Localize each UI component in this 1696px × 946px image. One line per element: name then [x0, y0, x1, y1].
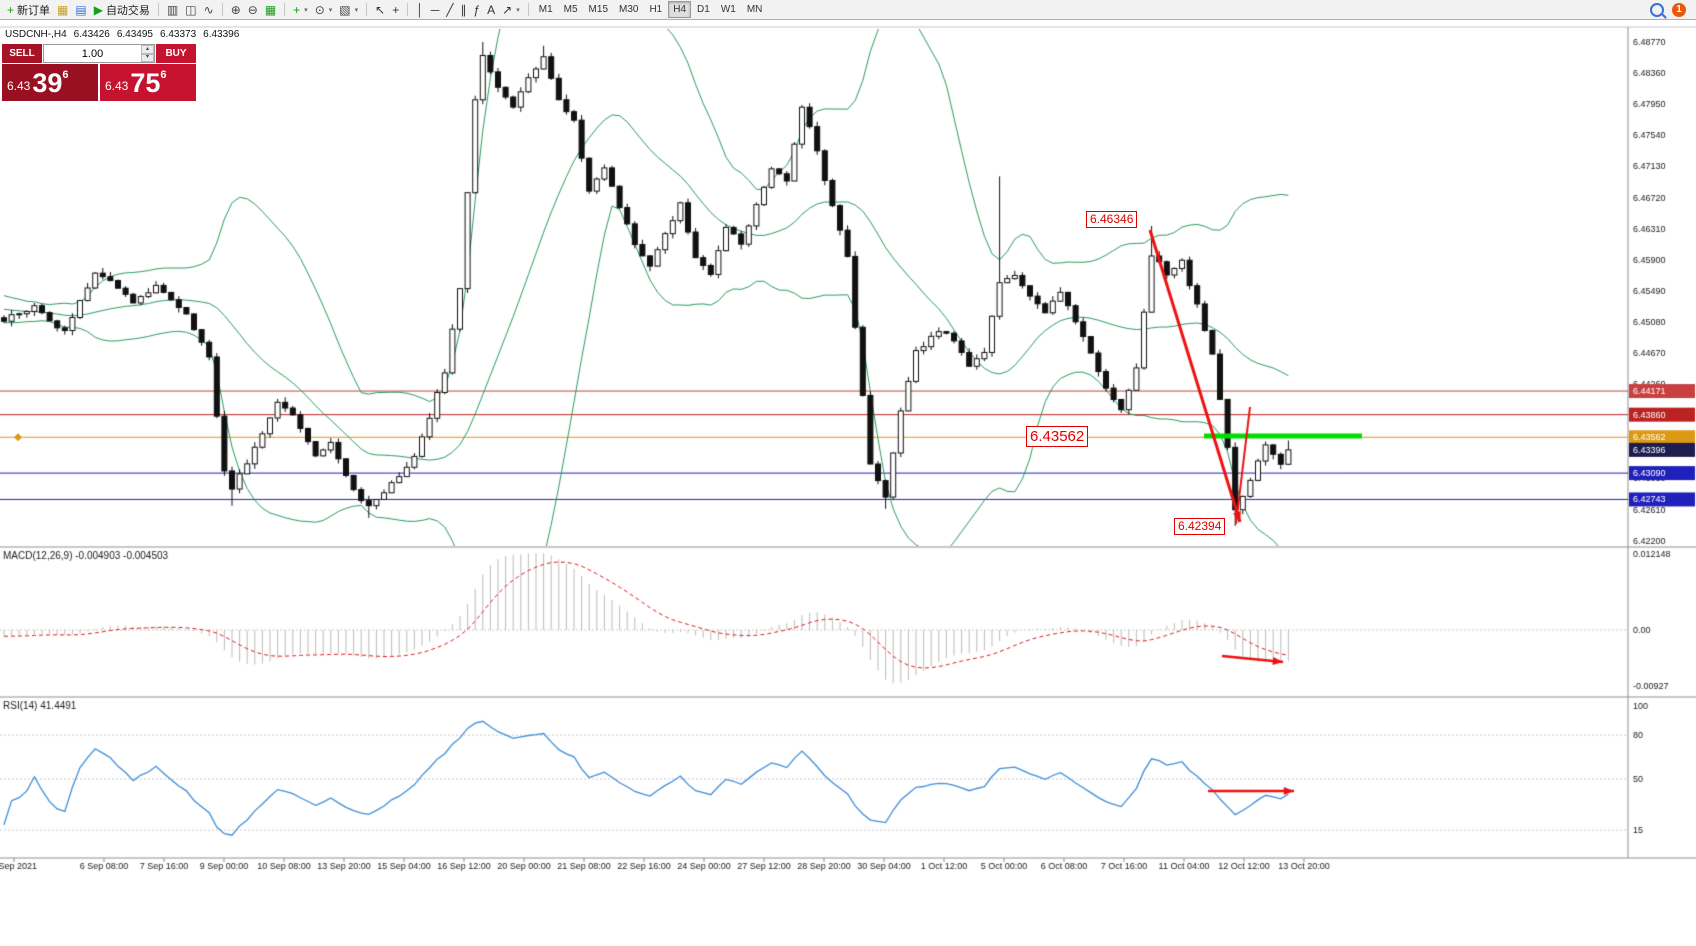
new-order-button-label: 新订单 — [17, 4, 51, 17]
periods-icon[interactable]: ⊙ ▾ — [312, 1, 336, 18]
auto-trading-button: ▶ — [93, 2, 103, 17]
charts-icon: ▦ — [57, 2, 69, 17]
auto-trading-button[interactable]: ▶ 自动交易 — [91, 1, 153, 18]
text-icon: A — [487, 2, 496, 17]
crosshair-icon: + — [392, 2, 400, 17]
chart-candles-icon[interactable]: ◫ — [182, 1, 199, 18]
close-value: 6.43396 — [203, 29, 240, 40]
vertical-line-icon[interactable]: │ — [413, 1, 427, 18]
sell-price-display[interactable]: 6.43 39 6 — [2, 64, 98, 101]
crosshair-icon[interactable]: + — [389, 1, 402, 18]
volume-up-button[interactable]: ▴ — [141, 45, 154, 54]
volume-control: ▴ ▾ — [43, 44, 155, 63]
chart-line-icon: ∿ — [203, 2, 214, 17]
dropdown-caret-icon: ▾ — [354, 6, 359, 14]
indicators-add-icon: + — [293, 2, 301, 17]
timeframe-MN[interactable]: MN — [746, 4, 763, 15]
toolbar-separator — [221, 3, 223, 16]
symbol-period-label: USDCNH-,H4 — [5, 29, 67, 40]
toolbar: + 新订单 ▦ ▤ ▶ 自动交易 ▥ ◫ ∿ ⊕ ⊖ ▦ + ▾ ⊙ ▾ ▧ ▾ ↖ + │ ─ ╱ ∥ ƒ A ↗ ▾ M1 M5 M15… — [0, 0, 1696, 20]
annotation-high-price[interactable]: 6.46346 — [1086, 211, 1138, 228]
open-value: 6.43426 — [73, 29, 110, 40]
templates-icon[interactable]: ▧ ▾ — [336, 1, 361, 18]
timeframe-H1[interactable]: H1 — [649, 4, 663, 15]
zoom-in-icon[interactable]: ⊕ — [228, 1, 244, 18]
periods-icon: ⊙ — [314, 2, 325, 17]
dropdown-caret-icon: ▾ — [516, 6, 520, 14]
chart-ohlc-header: USDCNH-,H4 6.43426 6.43495 6.43373 6.433… — [5, 29, 239, 40]
new-order-button: + — [7, 2, 15, 17]
one-click-trading-panel: SELL ▴ ▾ BUY 6.43 39 6 6.43 75 6 — [2, 44, 196, 101]
notification-badge[interactable]: 1 — [1672, 2, 1686, 17]
market-watch-icon: ▤ — [75, 2, 87, 17]
tile-windows-icon[interactable]: ▦ — [262, 1, 279, 18]
timeframe-W1[interactable]: W1 — [720, 4, 736, 15]
new-order-button[interactable]: + 新订单 — [4, 1, 53, 18]
toolbar-separator — [157, 3, 159, 16]
chart-candles-icon: ◫ — [185, 2, 197, 17]
timeframe-M15[interactable]: M15 — [588, 4, 608, 15]
channel-icon: ∥ — [460, 2, 467, 17]
zoom-out-icon[interactable]: ⊖ — [245, 1, 261, 18]
buy-price-display[interactable]: 6.43 75 6 — [100, 64, 196, 101]
arrows-icon: ↗ — [502, 2, 513, 17]
cursor-icon: ↖ — [375, 2, 386, 17]
horizontal-line-icon: ─ — [430, 2, 440, 17]
arrows-icon[interactable]: ↗ ▾ — [499, 1, 523, 18]
volume-down-button[interactable]: ▾ — [141, 53, 154, 62]
channel-icon[interactable]: ∥ — [457, 1, 469, 18]
dropdown-caret-icon: ▾ — [328, 6, 333, 14]
cursor-icon[interactable]: ↖ — [372, 1, 388, 18]
trendline-icon[interactable]: ╱ — [443, 1, 456, 18]
fibonacci-icon[interactable]: ƒ — [470, 1, 483, 18]
zoom-out-icon: ⊖ — [247, 2, 258, 17]
toolbar-separator — [366, 3, 368, 16]
chart-line-icon[interactable]: ∿ — [201, 1, 217, 18]
dropdown-caret-icon: ▾ — [304, 6, 308, 14]
sell-button[interactable]: SELL — [2, 44, 42, 63]
templates-icon: ▧ — [339, 2, 351, 17]
toolbar-separator — [284, 3, 286, 16]
annotation-mid-price[interactable]: 6.43562 — [1026, 426, 1089, 447]
tile-windows-icon: ▦ — [264, 2, 277, 17]
indicators-add-icon[interactable]: + ▾ — [290, 1, 311, 18]
auto-trading-button-label: 自动交易 — [105, 4, 150, 17]
vertical-line-icon: │ — [416, 2, 424, 17]
volume-input[interactable] — [44, 45, 141, 62]
toolbar-separator — [407, 3, 409, 16]
toolbar-separator — [527, 3, 529, 16]
zoom-in-icon: ⊕ — [230, 2, 241, 17]
annotation-low-price[interactable]: 6.42394 — [1174, 518, 1226, 535]
toolbar-right-group: 1 — [1650, 2, 1692, 17]
timeframe-M1[interactable]: M1 — [538, 4, 553, 15]
trendline-icon: ╱ — [446, 2, 454, 17]
text-icon[interactable]: A — [484, 1, 498, 18]
timeframe-D1[interactable]: D1 — [697, 4, 710, 15]
horizontal-line-icon[interactable]: ─ — [428, 1, 443, 18]
market-watch-icon[interactable]: ▤ — [72, 1, 89, 18]
low-value: 6.43373 — [159, 29, 197, 40]
timeframe-M5[interactable]: M5 — [563, 4, 578, 15]
timeframe-H4[interactable]: H4 — [668, 1, 692, 18]
charts-icon[interactable]: ▦ — [54, 1, 71, 18]
search-icon[interactable] — [1650, 2, 1664, 17]
fibonacci-icon: ƒ — [473, 2, 481, 17]
buy-button[interactable]: BUY — [156, 44, 196, 63]
high-value: 6.43495 — [116, 29, 153, 40]
timeframe-M30[interactable]: M30 — [619, 4, 639, 15]
chart-bars-icon[interactable]: ▥ — [164, 1, 181, 18]
chart-bars-icon: ▥ — [166, 2, 179, 17]
